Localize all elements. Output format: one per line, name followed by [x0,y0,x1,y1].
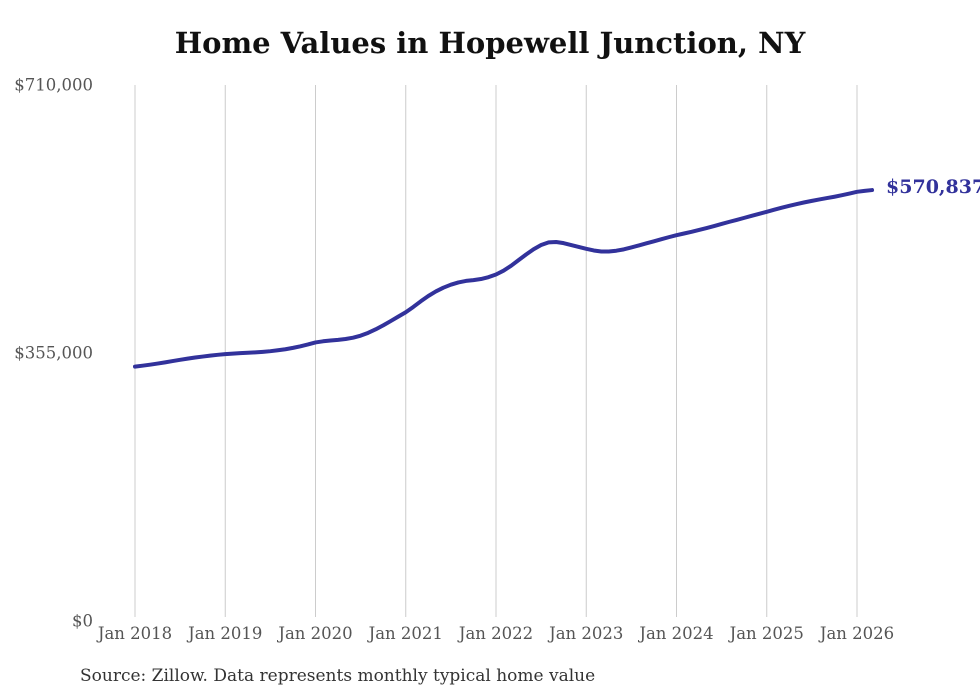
y-axis-labels: $0 $355,000 $710,000 [14,76,93,631]
x-tick-label: Jan 2026 [818,624,894,643]
value-line [133,188,875,369]
end-value-label: $570,837 [886,176,980,198]
y-tick-label: $355,000 [14,344,93,363]
x-tick-label: Jan 2022 [457,624,533,643]
x-tick-label: Jan 2025 [728,624,804,643]
x-axis-labels: Jan 2018 Jan 2019 Jan 2020 Jan 2021 Jan 2022… [96,624,894,643]
home-values-line-chart: Jan 2018 Jan 2019 Jan 2020 Jan 2021 Jan 2022… [14,76,980,644]
x-tick-label: Jan 2021 [367,624,443,643]
x-tick-label: Jan 2019 [186,624,262,643]
chart-title: Home Values in Hopewell Junction, NY [174,26,806,60]
x-tick-label: Jan 2023 [547,624,623,643]
source-note: Source: Zillow. Data represents monthly … [80,666,596,686]
x-tick-label: Jan 2024 [637,624,713,643]
y-tick-label: $710,000 [14,76,93,95]
x-tick-label: Jan 2018 [96,624,172,643]
gridlines [134,85,858,617]
y-tick-label: $0 [72,612,93,631]
x-tick-label: Jan 2020 [276,624,352,643]
